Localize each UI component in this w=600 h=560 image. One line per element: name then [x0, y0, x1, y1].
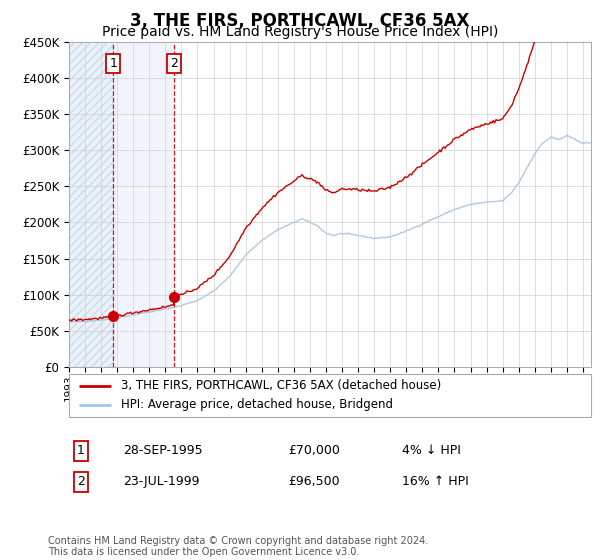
Text: 28-SEP-1995: 28-SEP-1995	[123, 444, 203, 458]
Bar	[113, 42, 174, 367]
Text: 2: 2	[77, 475, 85, 488]
Text: Price paid vs. HM Land Registry's House Price Index (HPI): Price paid vs. HM Land Registry's House …	[102, 25, 498, 39]
Text: HPI: Average price, detached house, Bridgend: HPI: Average price, detached house, Brid…	[121, 399, 393, 412]
Text: 23-JUL-1999: 23-JUL-1999	[123, 475, 199, 488]
Text: £96,500: £96,500	[288, 475, 340, 488]
Text: 4% ↓ HPI: 4% ↓ HPI	[402, 444, 461, 458]
Text: £70,000: £70,000	[288, 444, 340, 458]
Text: 1: 1	[109, 57, 117, 70]
Text: 2: 2	[170, 57, 178, 70]
Text: 1: 1	[77, 444, 85, 458]
Text: 3, THE FIRS, PORTHCAWL, CF36 5AX: 3, THE FIRS, PORTHCAWL, CF36 5AX	[130, 12, 470, 30]
Text: 3, THE FIRS, PORTHCAWL, CF36 5AX (detached house): 3, THE FIRS, PORTHCAWL, CF36 5AX (detach…	[121, 379, 442, 392]
Bar	[69, 42, 113, 367]
Text: 16% ↑ HPI: 16% ↑ HPI	[402, 475, 469, 488]
Text: Contains HM Land Registry data © Crown copyright and database right 2024.
This d: Contains HM Land Registry data © Crown c…	[48, 535, 428, 557]
